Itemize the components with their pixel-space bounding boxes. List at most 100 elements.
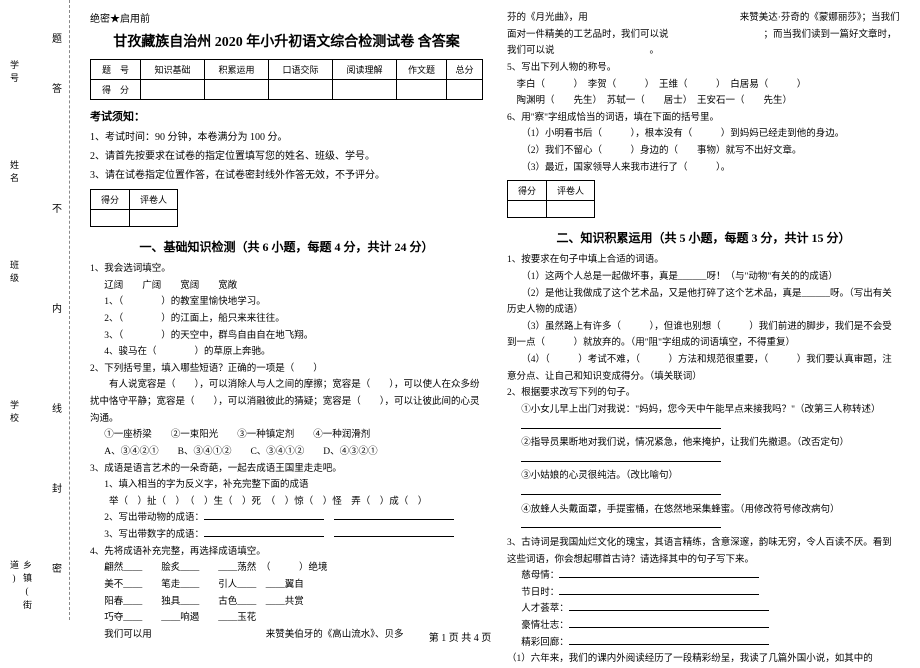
th: 积累运用 (204, 60, 268, 80)
side-char: 封 (52, 480, 62, 495)
secret-mark: 绝密★启用前 (90, 10, 483, 25)
q-line: ④放蜂人头戴面罩，手提蜜桶，在悠然地采集蜂蜜。（用修改符号修改病句） (507, 502, 900, 519)
q-line: （2）是他让我做成了这个艺术品，又是他打碎了这个艺术品，真是______呀。（写… (507, 286, 900, 319)
scorebox-c1: 得分 (508, 181, 547, 201)
q-line: （3）虽然路上有许多（ ），但谁也别想（ ）我们前进的脚步，我们是不会受到一点（… (507, 319, 900, 352)
q-line: 3、（ ）的天空中，群鸟自由自在地飞翔。 (90, 328, 483, 345)
th: 作文题 (397, 60, 447, 80)
q-line: ②指导员果断地对我们说，情况紧急，他来掩护，让我们先撤退。（改否定句） (507, 435, 900, 452)
q-line: （1）六年来，我们的课内外阅读经历了一段精彩纷呈，我读了几篇外国小说，如其中的 (507, 651, 900, 668)
left-column: 绝密★启用前 甘孜藏族自治州 2020 年小升初语文综合检测试卷 含答案 题 号… (90, 10, 483, 620)
q-line: 3、写出带数字的成语： (90, 527, 483, 544)
content-columns: 绝密★启用前 甘孜藏族自治州 2020 年小升初语文综合检测试卷 含答案 题 号… (70, 0, 920, 620)
notice-line: 1、考试时间：90 分钟，本卷满分为 100 分。 (90, 128, 483, 147)
side-char: 线 (52, 400, 62, 415)
q-line: （4）（ ）考试不难，（ ）方法和规范很重要，（ ）我们要认真审题，注意分点、让… (507, 352, 900, 385)
scorebox-c1: 得分 (91, 190, 130, 210)
q-stem: 5、写出下列人物的称号。 (507, 60, 900, 77)
scorebox: 得分 评卷人 (507, 180, 595, 218)
q-line: （3）最近，国家领导人来我市进行了（ ）。 (507, 160, 900, 177)
q3: 3、成语是语言艺术的一朵奇葩，一起去成语王国里走走吧。 1、填入相当的字为反义字… (90, 461, 483, 544)
q-line: 2、（ ）的江面上，船只来来往往。 (90, 311, 483, 328)
table-row: 得 分 (91, 80, 483, 100)
page: 题 答 不 内 线 封 密 乡镇(街道) 学校 班级 姓名 学号 绝密★启用前 … (0, 0, 920, 620)
q-line: （1）这两个人总是一起做坏事，真是______呀！（与"动物"有关的的成语） (507, 269, 900, 286)
q-body: 有人说宽容是（ ），可以消除人与人之间的摩擦；宽容是（ ），可以使人在众多纷扰中… (90, 377, 483, 427)
side-char: 内 (52, 300, 62, 315)
p2q3: 3、古诗词是我国灿烂文化的瑰宝，其语言精练，含意深邃，韵味无穷，令人百读不厌。看… (507, 535, 900, 668)
notice-head: 考试须知： (90, 108, 483, 124)
q-stem: 1、按要求在句子中填上合适的词语。 (507, 252, 900, 269)
table-row: 题 号 知识基础 积累运用 口语交际 阅读理解 作文题 总分 (91, 60, 483, 80)
gutter-label-school: 学校 (8, 400, 21, 426)
side-char: 不 (52, 200, 62, 215)
q-line: ③小姑娘的心灵很纯洁。（改比喻句） (507, 468, 900, 485)
q-line: 1、（ ）的教室里愉快地学习。 (90, 294, 483, 311)
gutter-label-id: 学号 (8, 60, 21, 86)
q-line: 2、写出带动物的成语： (90, 510, 483, 527)
page-footer: 第 1 页 共 4 页 (0, 629, 920, 644)
th: 阅读理解 (333, 60, 397, 80)
q-line: 李白（ ） 李贺（ ） 王维（ ） 白居易（ ） (507, 77, 900, 94)
side-char: 题 (52, 30, 62, 45)
th: 总分 (447, 60, 483, 80)
answer-line (507, 419, 900, 436)
q6: 6、用"察"字组成恰当的词语，填在下面的括号里。 （1）小明看书后（ ），根本没… (507, 110, 900, 177)
gutter-label-town: 乡镇(街道) (8, 560, 34, 620)
p2q1: 1、按要求在句子中填上合适的词语。 （1）这两个人总是一起做坏事，真是_____… (507, 252, 900, 385)
scorebox: 得分 评卷人 (90, 189, 178, 227)
p2q2: 2、根据要求改写下列的句子。 ①小女儿早上出门对我说："妈妈，您今天中午能早点来… (507, 385, 900, 535)
right-column: 芬的《月光曲》，用 来赞美达·芬奇的《蒙娜丽莎》；当我们面对一件精美的工艺品时，… (507, 10, 900, 620)
q-stem: 6、用"察"字组成恰当的词语，填在下面的括号里。 (507, 110, 900, 127)
q-line: 美不____ 笔走____ 引人____ ____翼自 (90, 577, 483, 594)
q-stem: 1、我会选词填空。 (90, 261, 483, 278)
q-line: 陶渊明（ 先生） 苏轼一（ 居士） 王安石一（ 先生） (507, 93, 900, 110)
scorebox-c2: 评卷人 (547, 181, 595, 201)
q-stem: 4、先将成语补充完整，再选择成语填空。 (90, 544, 483, 561)
q-row: 节日时： (507, 585, 900, 602)
part1-title: 一、基础知识检测（共 6 小题，每题 4 分，共计 24 分） (90, 238, 483, 255)
q1: 1、我会选词填空。 辽阔 广阔 宽阔 宽敞 1、（ ）的教室里愉快地学习。 2、… (90, 261, 483, 361)
q-line: ①小女儿早上出门对我说："妈妈，您今天中午能早点来接我吗？"（改第三人称转述） (507, 402, 900, 419)
binding-gutter: 题 答 不 内 线 封 密 乡镇(街道) 学校 班级 姓名 学号 (0, 0, 70, 620)
part2-title: 二、知识积累运用（共 5 小题，每题 3 分，共计 15 分） (507, 229, 900, 246)
q-stem: 3、古诗词是我国灿烂文化的瑰宝，其语言精练，含意深邃，韵味无穷，令人百读不厌。看… (507, 535, 900, 568)
q-opts: A、③④②① B、③④①② C、③④①② D、④③②① (90, 444, 483, 461)
q-line: （1）小明看书后（ ），根本没有（ ）到妈妈已经走到他的身边。 (507, 126, 900, 143)
q4-cont: 芬的《月光曲》，用 来赞美达·芬奇的《蒙娜丽莎》；当我们面对一件精美的工艺品时，… (507, 10, 900, 60)
q2: 2、下列括号里，填入哪些短语？正确的一项是（ ） 有人说宽容是（ ），可以消除人… (90, 361, 483, 461)
notice-line: 3、请在试卷指定位置作答，在试卷密封线外作答无效，不予评分。 (90, 166, 483, 185)
notice-block: 1、考试时间：90 分钟，本卷满分为 100 分。 2、请首先按要求在试卷的指定… (90, 128, 483, 185)
q-line: （2）我们不留心（ ）身边的（ 事物）就写不出好文章。 (507, 143, 900, 160)
side-char: 密 (52, 560, 62, 575)
q-line: 巧夺____ ____响遏 ____玉花 (90, 610, 483, 627)
q5: 5、写出下列人物的称号。 李白（ ） 李贺（ ） 王维（ ） 白居易（ ） 陶渊… (507, 60, 900, 110)
q-row: 人才荟萃： (507, 601, 900, 618)
q-stem: 2、下列括号里，填入哪些短语？正确的一项是（ ） (90, 361, 483, 378)
td: 得 分 (91, 80, 141, 100)
q-line: 举（ ）扯（ ） （ ）生（ ）死 （ ）惊（ ）怪 弄（ ）成（ ） (90, 494, 483, 511)
answer-line (507, 452, 900, 469)
th: 口语交际 (269, 60, 333, 80)
gutter-label-class: 班级 (8, 260, 21, 286)
q-line: 翩然____ 脍炙____ ____荡然 （ ）绝境 (90, 560, 483, 577)
q-line: 1、填入相当的字为反义字，补充完整下面的成语 (90, 477, 483, 494)
q-row: 慈母情： (507, 568, 900, 585)
th: 知识基础 (140, 60, 204, 80)
side-char: 答 (52, 80, 62, 95)
exam-title: 甘孜藏族自治州 2020 年小升初语文综合检测试卷 含答案 (90, 31, 483, 51)
q-words: 辽阔 广阔 宽阔 宽敞 (90, 278, 483, 295)
q-stem: 2、根据要求改写下列的句子。 (507, 385, 900, 402)
scorebox-c2: 评卷人 (130, 190, 178, 210)
answer-line (507, 485, 900, 502)
q-opts: ①一座桥梁 ②一束阳光 ③一种镇定剂 ④一种润滑剂 (90, 427, 483, 444)
gutter-label-name: 姓名 (8, 160, 21, 186)
q-stem: 3、成语是语言艺术的一朵奇葩，一起去成语王国里走走吧。 (90, 461, 483, 478)
q-line: 4、骏马在（ ）的草原上奔驰。 (90, 344, 483, 361)
q-line: 芬的《月光曲》，用 来赞美达·芬奇的《蒙娜丽莎》；当我们面对一件精美的工艺品时，… (507, 10, 900, 60)
score-table: 题 号 知识基础 积累运用 口语交际 阅读理解 作文题 总分 得 分 (90, 59, 483, 100)
answer-line (507, 518, 900, 535)
th: 题 号 (91, 60, 141, 80)
q-line: 阳春____ 独具____ 古色____ ____共赏 (90, 594, 483, 611)
notice-line: 2、请首先按要求在试卷的指定位置填写您的姓名、班级、学号。 (90, 147, 483, 166)
